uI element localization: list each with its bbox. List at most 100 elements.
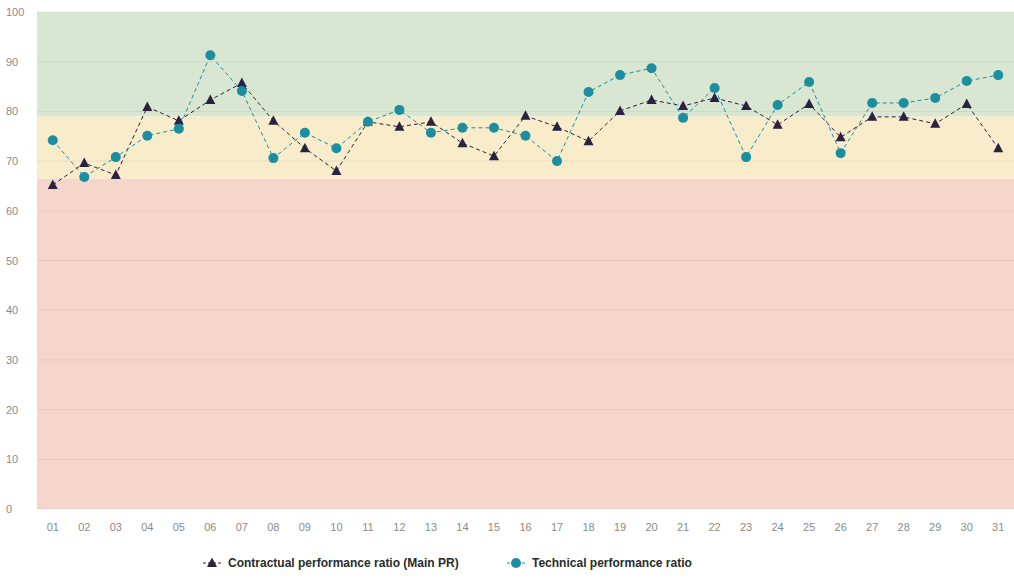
x-tick-label: 01 bbox=[47, 521, 59, 533]
grid-line bbox=[37, 459, 1014, 460]
data-point bbox=[710, 83, 720, 93]
x-tick-label: 04 bbox=[141, 521, 153, 533]
data-point bbox=[174, 124, 184, 134]
data-point bbox=[615, 70, 625, 80]
data-point bbox=[268, 115, 278, 125]
series-line bbox=[53, 83, 998, 185]
data-point bbox=[331, 166, 341, 176]
grid-line bbox=[37, 359, 1014, 360]
data-point bbox=[647, 94, 657, 104]
x-tick-label: 03 bbox=[110, 521, 122, 533]
data-point bbox=[300, 143, 310, 153]
grid-line bbox=[37, 260, 1014, 261]
data-point bbox=[489, 123, 499, 133]
x-tick-label: 05 bbox=[173, 521, 185, 533]
y-tick-label: 0 bbox=[6, 503, 12, 515]
x-tick-label: 25 bbox=[803, 521, 815, 533]
data-point bbox=[741, 100, 751, 110]
y-tick-label: 40 bbox=[6, 304, 18, 316]
grid-line bbox=[37, 12, 1014, 13]
data-point bbox=[174, 115, 184, 125]
band bbox=[37, 116, 1014, 178]
data-point bbox=[678, 100, 688, 110]
data-point bbox=[489, 151, 499, 161]
data-point bbox=[741, 152, 751, 162]
x-tick-label: 07 bbox=[236, 521, 248, 533]
data-point bbox=[142, 101, 152, 111]
data-point bbox=[836, 148, 846, 158]
data-point bbox=[331, 143, 341, 153]
x-tick-label: 29 bbox=[929, 521, 941, 533]
x-tick-label: 20 bbox=[645, 521, 657, 533]
data-point bbox=[237, 86, 247, 96]
grid-line bbox=[37, 409, 1014, 410]
y-tick-label: 10 bbox=[6, 453, 18, 465]
data-point bbox=[804, 77, 814, 87]
data-point bbox=[584, 136, 594, 146]
data-point bbox=[647, 63, 657, 73]
grid-line bbox=[37, 161, 1014, 162]
data-point bbox=[48, 179, 58, 189]
x-tick-label: 21 bbox=[677, 521, 689, 533]
data-point bbox=[79, 172, 89, 182]
legend-marker bbox=[511, 558, 521, 568]
x-tick-label: 13 bbox=[425, 521, 437, 533]
data-point bbox=[930, 93, 940, 103]
data-point bbox=[962, 98, 972, 108]
data-point bbox=[993, 70, 1003, 80]
data-point bbox=[426, 116, 436, 126]
bands bbox=[37, 12, 1014, 509]
y-tick-label: 50 bbox=[6, 255, 18, 267]
data-point bbox=[584, 87, 594, 97]
data-point bbox=[237, 78, 247, 88]
data-point bbox=[962, 76, 972, 86]
x-tick-label: 31 bbox=[992, 521, 1004, 533]
data-point bbox=[205, 94, 215, 104]
x-tick-label: 22 bbox=[708, 521, 720, 533]
chart: 0102030405060708090100010203040506070809… bbox=[0, 0, 1014, 584]
data-point bbox=[867, 98, 877, 108]
grid bbox=[37, 12, 1014, 509]
x-tick-label: 17 bbox=[551, 521, 563, 533]
series-line bbox=[53, 55, 998, 177]
data-point bbox=[615, 105, 625, 115]
x-tick-label: 19 bbox=[614, 521, 626, 533]
x-tick-label: 08 bbox=[267, 521, 279, 533]
grid-line bbox=[37, 509, 1014, 510]
data-point bbox=[394, 121, 404, 131]
y-tick-label: 20 bbox=[6, 404, 18, 416]
grid-line bbox=[37, 310, 1014, 311]
band bbox=[37, 178, 1014, 509]
legend-marker bbox=[207, 558, 217, 568]
data-point bbox=[394, 105, 404, 115]
data-point bbox=[552, 121, 562, 131]
data-point bbox=[804, 98, 814, 108]
data-point bbox=[678, 113, 688, 123]
data-point bbox=[363, 117, 373, 127]
data-point bbox=[930, 118, 940, 128]
x-tick-label: 28 bbox=[898, 521, 910, 533]
data-point bbox=[205, 50, 215, 60]
y-tick-label: 60 bbox=[6, 205, 18, 217]
data-point bbox=[79, 158, 89, 168]
data-point bbox=[426, 128, 436, 138]
data-point bbox=[48, 135, 58, 145]
data-point bbox=[111, 152, 121, 162]
grid-line bbox=[37, 61, 1014, 62]
x-tick-label: 14 bbox=[456, 521, 468, 533]
data-point bbox=[521, 131, 531, 141]
x-tick-label: 12 bbox=[393, 521, 405, 533]
plot bbox=[48, 50, 1003, 189]
data-point bbox=[899, 111, 909, 121]
x-tick-label: 18 bbox=[582, 521, 594, 533]
legend-label: Contractual performance ratio (Main PR) bbox=[228, 556, 459, 570]
x-tick-label: 23 bbox=[740, 521, 752, 533]
data-point bbox=[867, 111, 877, 121]
x-tick-label: 24 bbox=[772, 521, 784, 533]
y-tick-label: 90 bbox=[6, 56, 18, 68]
data-point bbox=[710, 92, 720, 102]
data-point bbox=[268, 153, 278, 163]
data-point bbox=[993, 143, 1003, 153]
legend-label: Technical performance ratio bbox=[532, 556, 692, 570]
y-tick-label: 30 bbox=[6, 354, 18, 366]
